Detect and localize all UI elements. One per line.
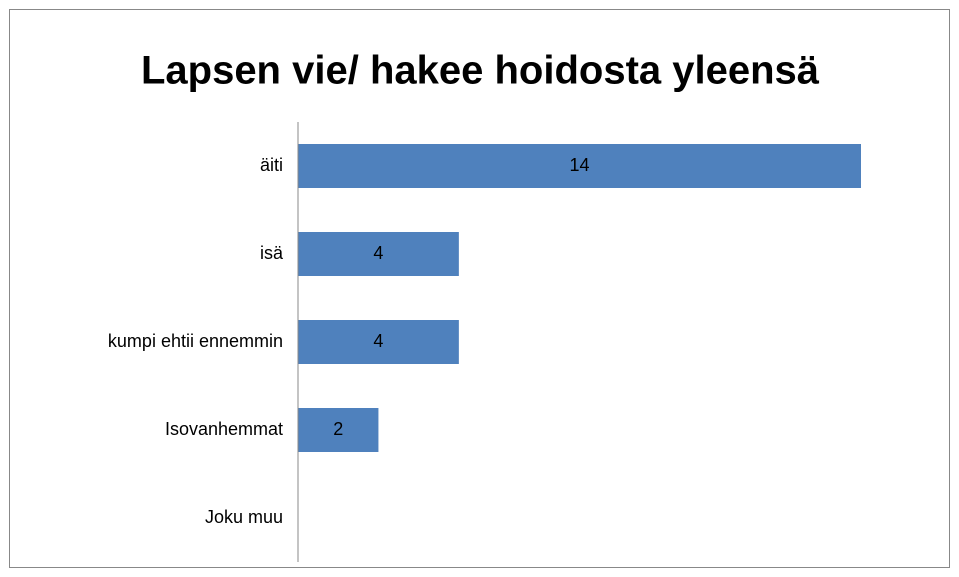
y-tick-label: Isovanhemmat xyxy=(165,419,283,439)
bar xyxy=(298,320,459,364)
data-label: 2 xyxy=(333,419,343,439)
chart-title: Lapsen vie/ hakee hoidosta yleensä xyxy=(141,49,820,93)
bar xyxy=(298,144,861,188)
data-label: 4 xyxy=(373,243,383,263)
y-tick-label: äiti xyxy=(260,155,283,175)
bar xyxy=(298,232,459,276)
bar xyxy=(298,408,379,452)
data-label: 4 xyxy=(373,331,383,351)
y-tick-label: kumpi ehtii ennemmin xyxy=(108,331,283,351)
y-tick-label: Joku muu xyxy=(205,507,283,527)
chart-border xyxy=(9,9,950,568)
data-label: 14 xyxy=(569,155,589,175)
y-tick-label: isä xyxy=(260,243,284,263)
